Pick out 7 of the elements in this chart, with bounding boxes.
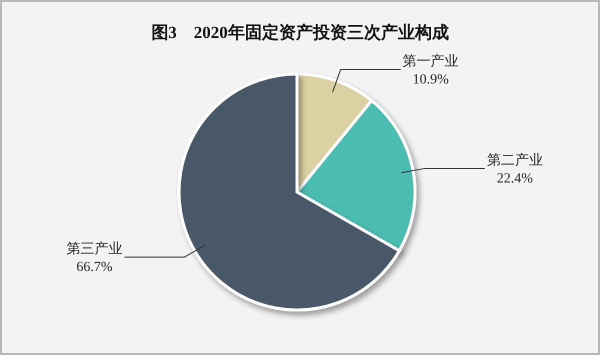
slice-label: 第三产业	[66, 241, 122, 258]
data-label: 66.7%	[76, 260, 113, 276]
data-label: 22.4%	[496, 171, 534, 186]
data-label: 10.9%	[412, 72, 450, 88]
slice-label: 第一产业	[402, 54, 459, 70]
slice-label: 第二产业	[486, 152, 543, 168]
chart-title: 图3 2020年固定资产投资三次产业构成	[151, 23, 449, 42]
